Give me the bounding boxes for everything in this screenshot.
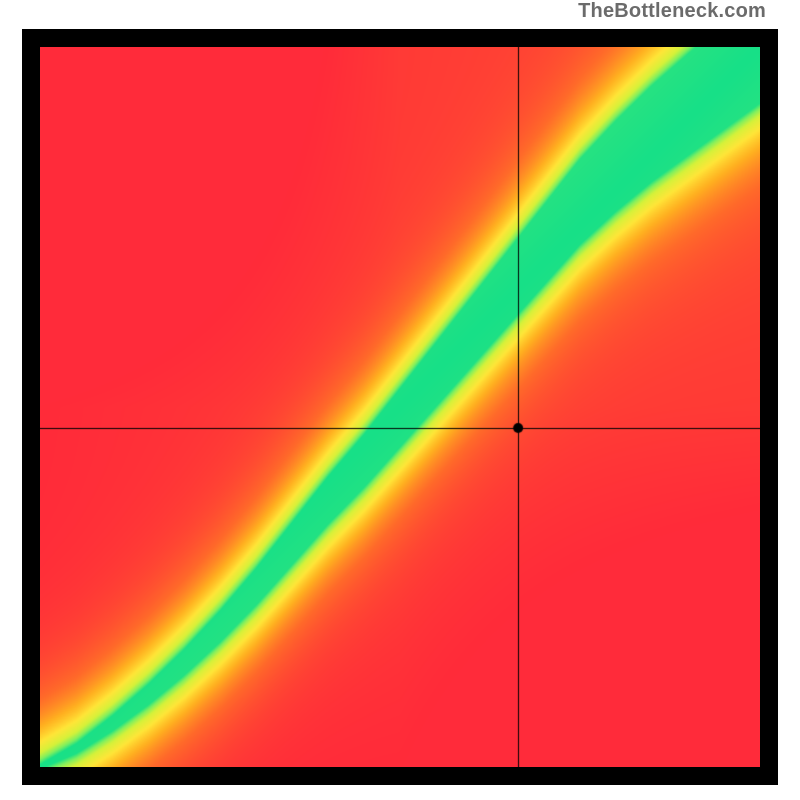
bottleneck-heatmap: [40, 47, 760, 767]
figure-root: TheBottleneck.com: [0, 0, 800, 800]
watermark-text: TheBottleneck.com: [578, 0, 766, 23]
